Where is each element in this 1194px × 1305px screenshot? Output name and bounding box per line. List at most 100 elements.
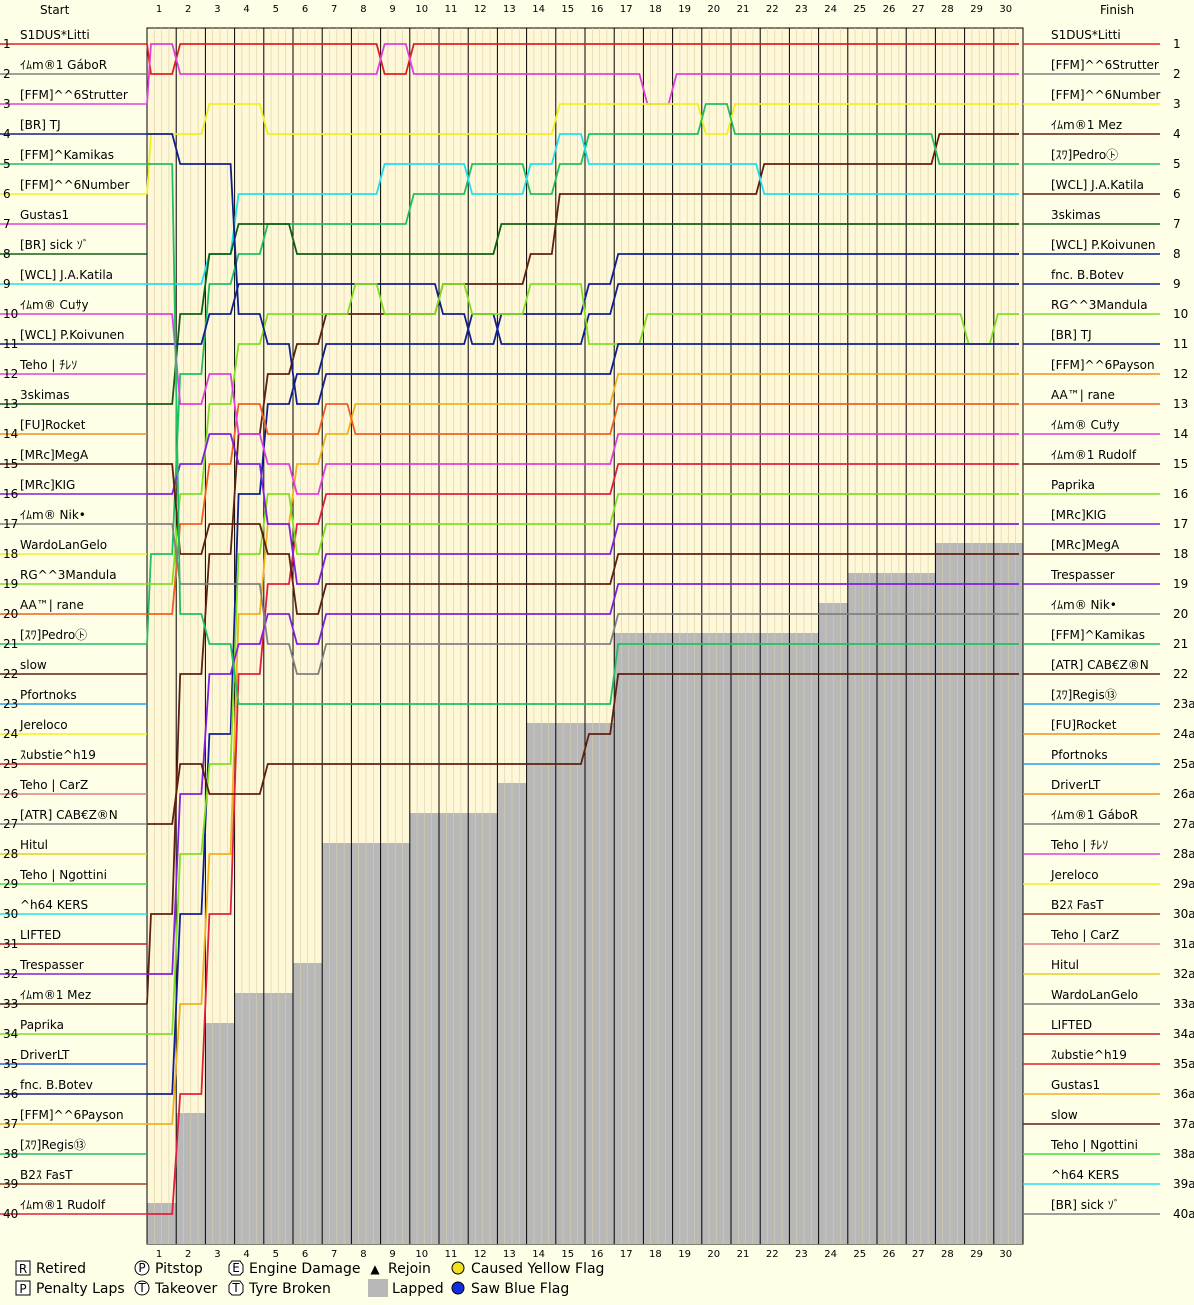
finish-position-number: 24a (1173, 727, 1194, 741)
yellow-flag-icon (451, 1261, 465, 1275)
lap-label-bottom: 22 (766, 1249, 779, 1260)
finish-position-number: 17 (1173, 517, 1188, 531)
finish-driver-label: WardoLanGelo (1051, 988, 1138, 1002)
series-line (147, 463, 1019, 1215)
lap-label-top: 17 (620, 4, 633, 15)
finish-driver-label: ｲﾑm®1 Mez (1051, 118, 1122, 132)
start-position-number: 19 (3, 577, 18, 591)
start-grid-labels: 1 S1DUS*Litti 2 ｲﾑm®1 GáboR 3 [FFM]^^6Strutte… (0, 28, 147, 1221)
finish-position-number: 40a (1173, 1207, 1194, 1221)
finish-driver-label: S1DUS*Litti (1051, 28, 1121, 42)
lap-label-bottom: 13 (503, 1249, 516, 1260)
finish-driver-label: ｲﾑm® Nik• (1051, 598, 1117, 612)
finish-driver-label: [WCL] J.A.Katila (1051, 178, 1144, 192)
start-position-number: 26 (3, 787, 18, 801)
series-line (147, 133, 1019, 405)
lap-labels-top: 1 2 3 4 5 6 7 8 9 10 11 12 13 14 15 16 17 18 19 20 21 22 23 24 2… (156, 4, 1012, 15)
finish-position-number: 15 (1173, 457, 1188, 471)
lap-label-top: 10 (415, 4, 428, 15)
finish-position-number: 8 (1173, 247, 1181, 261)
finish-driver-label: [BR] TJ (1051, 328, 1092, 342)
start-header: Start (40, 3, 70, 17)
start-position-number: 30 (3, 907, 18, 921)
start-driver-label: Teho | ﾁﾚｿ (19, 358, 77, 372)
start-position-number: 18 (3, 547, 18, 561)
finish-position-number: 32a (1173, 967, 1194, 981)
start-position-number: 35 (3, 1057, 18, 1071)
start-driver-label: [FFM]^^6Strutter (20, 88, 128, 102)
lap-label-bottom: 23 (795, 1249, 808, 1260)
finish-driver-label: Jereloco (1050, 868, 1099, 882)
start-position-number: 37 (3, 1117, 18, 1131)
start-driver-label: 3skimas (20, 388, 69, 402)
lap-label-top: 26 (883, 4, 896, 15)
legend-symbol-letter: R (19, 1262, 27, 1276)
start-position-number: 38 (3, 1147, 18, 1161)
finish-driver-label: [ｽﾜ]Pedro㋣ (1051, 148, 1118, 162)
start-driver-label: ^h64 KERS (20, 898, 88, 912)
lap-label-top: 22 (766, 4, 779, 15)
finish-driver-label: fnc. B.Botev (1051, 268, 1124, 282)
lap-label-top: 28 (941, 4, 954, 15)
lap-label-top: 24 (824, 4, 837, 15)
finish-position-number: 16 (1173, 487, 1188, 501)
legend-label: Tyre Broken (248, 1281, 331, 1297)
series-line (147, 523, 1019, 675)
finish-driver-label: [BR] sick ｿﾞ (1051, 1198, 1120, 1212)
finish-driver-label: [ｽﾜ]Regis⑬ (1051, 688, 1117, 702)
start-position-number: 2 (3, 67, 11, 81)
start-driver-label: Hitul (20, 838, 48, 852)
series-lines (146, 43, 1019, 1215)
legend-symbol-letter: T (137, 1281, 146, 1295)
finish-driver-label: ｲﾑm®1 GáboR (1051, 808, 1138, 822)
legend-label: Saw Blue Flag (471, 1281, 569, 1297)
series-line (147, 223, 1019, 405)
start-position-number: 22 (3, 667, 18, 681)
lap-label-bottom: 10 (415, 1249, 428, 1260)
finish-driver-label: [MRc]MegA (1051, 538, 1120, 552)
start-driver-label: AA™| rane (20, 598, 84, 612)
start-position-number: 28 (3, 847, 18, 861)
lap-label-bottom: 29 (970, 1249, 983, 1260)
start-driver-label: [FFM]^^6Payson (20, 1108, 124, 1122)
legend-octagon-symbol (228, 1280, 244, 1296)
finish-driver-label: Teho | Ngottini (1050, 1138, 1138, 1152)
legend-symbol-letter: T (231, 1281, 240, 1295)
lap-label-bottom: 4 (243, 1249, 249, 1260)
finish-position-number: 27a (1173, 817, 1194, 831)
finish-position-number: 35a (1173, 1057, 1194, 1071)
legend-label: Retired (36, 1261, 86, 1277)
start-position-number: 25 (3, 757, 18, 771)
lap-labels-bottom: 1 2 3 4 5 6 7 8 9 10 11 12 13 14 15 16 17 18 19 20 21 22 23 24 2… (156, 1249, 1012, 1260)
finish-driver-label: AA™| rane (1051, 388, 1115, 402)
finish-position-number: 3 (1173, 97, 1181, 111)
finish-driver-label: [WCL] P.Koivunen (1051, 238, 1156, 252)
finish-position-number: 33a (1173, 997, 1194, 1011)
start-position-number: 24 (3, 727, 18, 741)
lap-label-top: 21 (737, 4, 750, 15)
finish-position-number: 12 (1173, 367, 1188, 381)
lap-label-bottom: 19 (678, 1249, 691, 1260)
start-driver-label: Pfortnoks (20, 688, 77, 702)
finish-position-number: 25a (1173, 757, 1194, 771)
start-driver-label: [BR] TJ (20, 118, 61, 132)
series-line (147, 163, 1019, 705)
finish-position-number: 38a (1173, 1147, 1194, 1161)
legend-octagon-symbol (228, 1260, 244, 1276)
start-driver-label: [FFM]^Kamikas (20, 148, 114, 162)
start-position-number: 15 (3, 457, 18, 471)
finish-position-number: 10 (1173, 307, 1188, 321)
start-driver-label: [ｽﾜ]Regis⑬ (20, 1138, 86, 1152)
start-driver-label: Teho | Ngottini (19, 868, 107, 882)
start-driver-label: [WCL] P.Koivunen (20, 328, 125, 342)
start-driver-label: fnc. B.Botev (20, 1078, 93, 1092)
finish-driver-label: ｲﾑm® Cuｻy (1051, 418, 1120, 432)
legend-box-symbol (15, 1280, 31, 1296)
finish-position-number: 13 (1173, 397, 1188, 411)
lap-label-top: 15 (561, 4, 574, 15)
series-line (146, 43, 1019, 105)
lapped-swatch (368, 1279, 388, 1297)
finish-driver-label: B2ｽ FasT (1051, 898, 1104, 912)
start-position-number: 5 (3, 157, 11, 171)
